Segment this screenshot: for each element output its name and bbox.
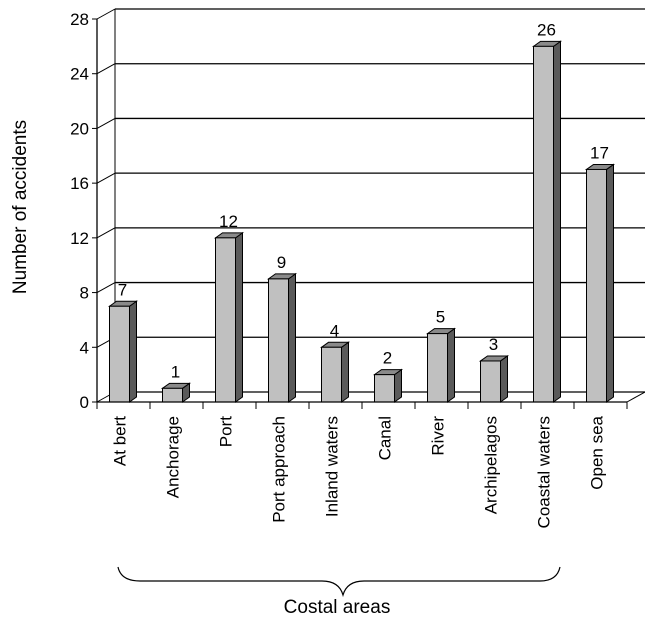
x-tick-label: Canal <box>376 416 395 460</box>
y-tick-label: 4 <box>80 338 89 357</box>
bar-front <box>374 374 395 403</box>
data-label: 9 <box>277 253 286 272</box>
bar-side <box>341 341 349 403</box>
bar-open-sea <box>584 163 616 403</box>
y-tick-label: 0 <box>80 393 89 412</box>
bar-at-bert <box>107 300 139 403</box>
bar-front <box>162 387 183 403</box>
floor-edge <box>626 391 645 403</box>
gridline-depth <box>96 227 116 239</box>
x-tick-label: Open sea <box>588 415 607 489</box>
y-tick-label: 8 <box>80 284 89 303</box>
x-tick-label: Archipelagos <box>482 416 501 514</box>
bar-front <box>215 237 236 403</box>
gridline-depth <box>96 117 116 129</box>
bar-front <box>321 346 342 403</box>
data-label: 7 <box>118 280 127 299</box>
gridline-depth <box>96 172 116 184</box>
data-label: 1 <box>171 362 180 381</box>
gridline-depth <box>96 8 116 20</box>
x-axis-group-label: Costal areas <box>284 597 391 618</box>
category-group-brace <box>117 566 561 598</box>
y-tick-label: 20 <box>70 119 89 138</box>
x-tick-label: Port <box>217 416 236 447</box>
data-label: 3 <box>489 335 498 354</box>
bar-front <box>586 168 607 403</box>
x-tick-label: Inland waters <box>323 416 342 517</box>
gridline-depth <box>96 282 116 294</box>
bar-side <box>288 272 296 403</box>
bar-anchorage <box>160 382 192 403</box>
data-label: 17 <box>590 143 609 162</box>
chart-axes <box>92 18 628 409</box>
x-tick-label: Coastal waters <box>535 416 554 528</box>
data-label: 26 <box>537 20 556 39</box>
x-tick-label: At bert <box>111 416 130 466</box>
bar-front <box>109 305 130 403</box>
bar-side <box>235 231 243 403</box>
bar-front <box>533 45 554 403</box>
y-tick-label: 12 <box>70 229 89 248</box>
y-tick-label: 24 <box>70 65 89 84</box>
x-tick-label: River <box>429 416 448 456</box>
bar-port <box>213 231 245 403</box>
gridline-depth <box>96 63 116 75</box>
bar-side <box>447 327 455 403</box>
bar-side <box>553 40 561 403</box>
bar-front <box>268 278 289 403</box>
data-label: 2 <box>383 349 392 368</box>
data-label: 12 <box>219 212 238 231</box>
bar-inland-waters <box>319 341 351 403</box>
bar-river <box>425 327 457 403</box>
bar-archipelagos <box>478 354 510 403</box>
bar-side <box>500 354 508 403</box>
y-tick-label: 28 <box>70 10 89 29</box>
bar-canal <box>372 368 404 403</box>
chart-grid <box>96 8 645 403</box>
data-label: 4 <box>330 321 339 340</box>
bar-port-approach <box>266 272 298 403</box>
bar-coastal-waters <box>531 40 563 403</box>
bar-side <box>606 163 614 403</box>
y-axis-label: Number of accidents <box>10 120 31 294</box>
y-tick-label: 16 <box>70 174 89 193</box>
x-tick-label: Anchorage <box>164 416 183 498</box>
bar-front <box>427 333 448 403</box>
bar-front <box>480 360 501 403</box>
bar-side <box>129 300 137 403</box>
chart-bars <box>107 40 616 403</box>
data-label: 5 <box>436 308 445 327</box>
x-tick-label: Port approach <box>270 416 289 523</box>
